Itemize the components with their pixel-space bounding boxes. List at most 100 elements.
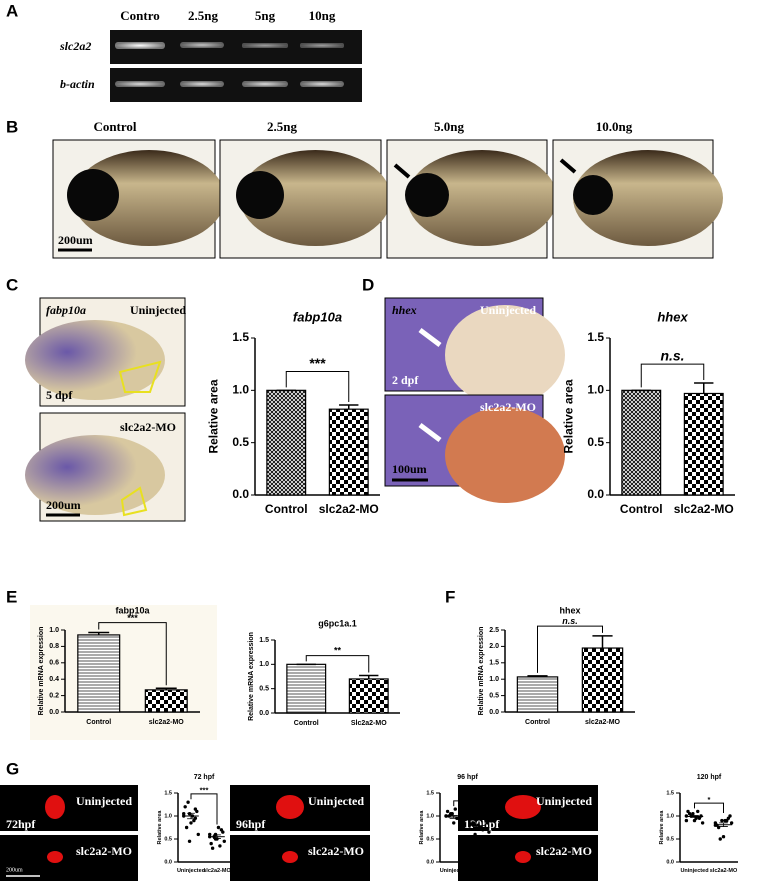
data-point [476,823,480,827]
data-point [482,835,487,839]
error-bar [339,404,359,410]
y-tick-label: 0.6 [49,660,59,667]
data-point [459,823,464,827]
scale-label: 200um [46,498,81,512]
fish-body [407,150,557,246]
column-label: Control [93,119,136,134]
y-tick-label: 0.8 [49,643,59,650]
data-point [485,821,490,825]
stage-label: 5 dpf [46,388,73,402]
data-point [473,832,477,837]
x-tick-label: slc2a2-MO [585,719,621,726]
fish-eye [236,171,284,219]
y-tick-label: 1.0 [259,661,269,668]
data-point [192,818,196,823]
condition-label: Uninjected [130,303,186,317]
chart-title: fabp10a [293,309,342,324]
x-tick-label: slc2a2-MO [319,502,379,516]
data-point [209,841,213,846]
chart-title: 120 hpf [697,774,722,781]
data-point [729,821,734,825]
error-bar [88,631,110,635]
data-point [474,816,479,820]
chart-title: fabp10a [115,605,150,615]
fish-body [573,150,723,246]
data-point [471,821,476,825]
significance-bracket [305,655,370,673]
panel-letter: E [6,587,17,606]
data-point [696,809,700,814]
y-tick-label: 2.0 [489,643,499,650]
y-axis-label: Relative area [419,810,425,845]
y-tick-label: 0.5 [489,692,499,699]
y-tick-label: 0.0 [587,487,604,501]
data-point [700,821,705,825]
data-point [216,825,221,830]
sem-bar [719,822,728,827]
data-point [445,809,450,814]
significance-label: n.s. [562,616,578,626]
significance-bracket [537,625,603,673]
probe-label: fabp10a [46,303,86,317]
data-point [725,818,729,823]
y-tick-label: 1.5 [666,790,674,796]
y-tick-label: 0.0 [49,709,59,716]
chart: fabp10a Relative mRNA expression 0.0 0.2 0.4… [38,605,200,726]
gel-band [300,43,344,48]
x-tick-label: slc2a2-MO [674,502,734,516]
fish-eye [573,175,613,215]
x-tick-label: Control [525,719,550,726]
chart: 72 hpf Relative area 0.0 0.5 1.0 1.5 Uninjecte… [157,774,232,874]
data-point [487,830,491,834]
scale-label: 200um [58,233,93,247]
fluor-image [0,835,138,881]
gel-band [300,81,344,87]
chart: fabp10a Relative area 0.0 0.5 1.0 1.5 Control s… [206,309,380,516]
data-point [186,800,190,804]
bar [144,689,188,713]
lane-label: 2.5ng [188,8,218,23]
panel-letter: D [362,275,374,294]
x-tick-label: Uninjected [177,868,205,874]
y-axis-label: Relative area [157,810,163,845]
embryo [25,320,165,400]
data-point [453,807,457,811]
y-tick-label: 0.0 [164,859,172,865]
y-tick-label: 1.0 [489,676,499,683]
arrow [559,158,577,174]
y-axis-label: Relative area [561,379,575,453]
stage-label: 72hpf [6,817,36,831]
panel-letter: B [6,117,18,136]
data-point [479,837,483,841]
morphology-panel: Control 2.5ng 5.0ng 10.0ng 200um [52,119,723,259]
data-point [210,846,215,850]
data-point [458,818,462,823]
scale-label: 100um [392,462,427,476]
data-point [196,832,200,837]
bar [286,663,327,714]
fluor-panel: Uninjectedslc2a2-MO72hpf200umUninjecteds… [0,785,598,881]
fluor-signal [45,795,65,819]
data-point [208,832,212,837]
ish-c: fabp10a Uninjected 5 dpf slc2a2-MO 200um [25,297,186,522]
condition-label: slc2a2-MO [308,844,364,858]
y-axis-label: Relative mRNA expression [248,632,255,721]
gel-panel: Contro 2.5ng 5ng 10ng slc2a2 b-actin [59,8,362,102]
fish-body [240,150,391,246]
panel-background [30,605,217,740]
gel-band [242,81,288,87]
yolk [445,305,565,405]
chart: hhex Relative mRNA expression 0.0 0.5 1.0 1.5… [478,605,635,726]
stage-label: 96hpf [236,817,266,831]
data-point [718,837,722,841]
bar [77,634,121,713]
data-point [720,818,724,823]
error-bar [694,382,714,394]
fish-eye [67,169,119,221]
fluor-signal [276,795,304,819]
panel-letter: F [445,587,455,606]
data-point [721,835,726,839]
y-tick-label: 1.0 [426,813,434,819]
y-tick-label: 1.5 [489,660,499,667]
chart: 96 hpf Relative area 0.0 0.5 1.0 1.5 Uninjecte… [419,774,496,874]
